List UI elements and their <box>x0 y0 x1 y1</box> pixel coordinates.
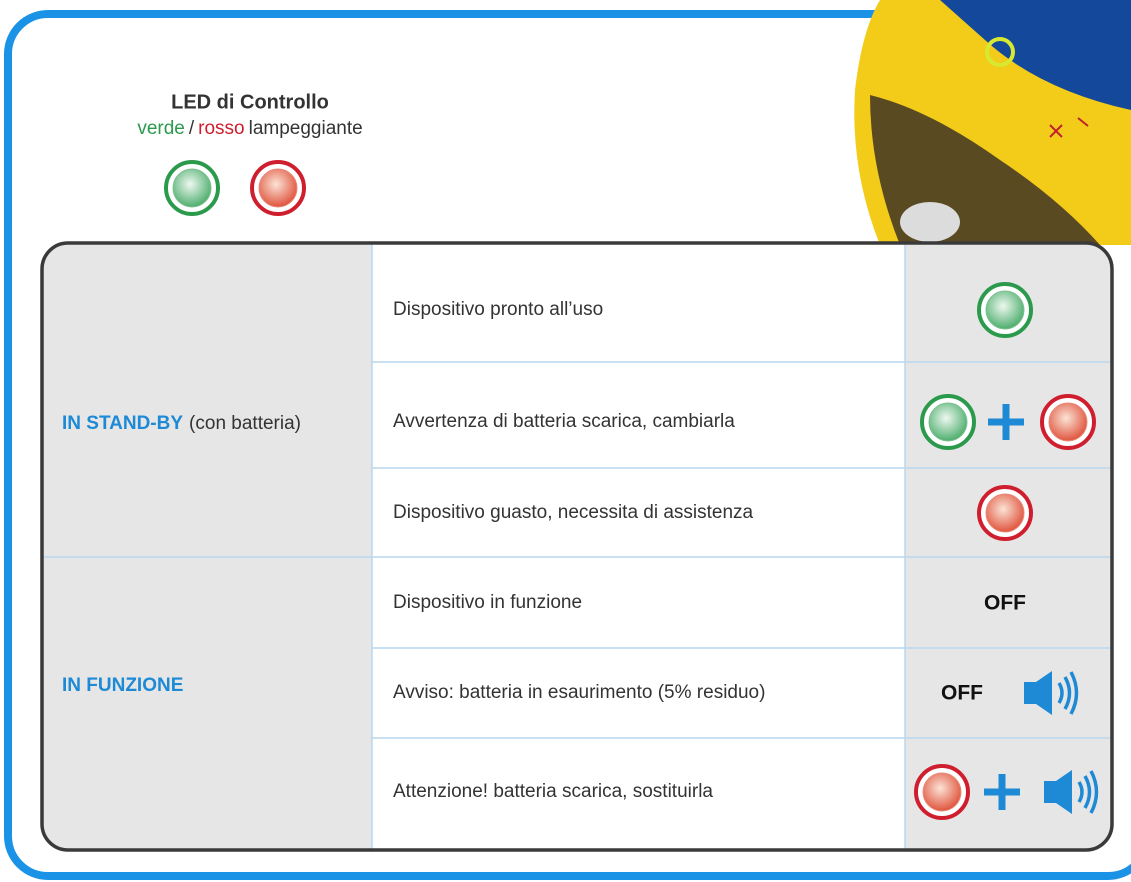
led-green <box>164 160 220 216</box>
row-text: Dispositivo guasto, necessita di assiste… <box>393 502 754 523</box>
plus <box>984 774 1020 810</box>
legend-rest: lampeggiante <box>249 118 363 139</box>
led-green <box>920 394 976 450</box>
title: LED di Controllo <box>171 91 329 113</box>
row-lines <box>42 243 1112 850</box>
plus <box>988 404 1024 440</box>
section-note: (con batteria) <box>189 413 301 434</box>
led-green <box>977 282 1033 338</box>
row-text: Dispositivo in funzione <box>393 592 582 613</box>
led-red <box>977 485 1033 541</box>
section-label: IN STAND-BY (con batteria) <box>62 413 301 434</box>
row-text: Avviso: batteria in esaurimento (5% resi… <box>393 682 765 703</box>
separator: / <box>189 118 195 139</box>
indicator-off: OFF <box>984 592 1026 615</box>
row-text: Avvertenza di batteria scarica, cambiarl… <box>393 411 735 432</box>
subtitle: verde / rosso lampeggiante <box>137 118 362 139</box>
section-label: IN STAND-BY <box>62 413 183 434</box>
device-illustration <box>854 0 1131 245</box>
table: IN STAND-BY (con batteria) IN FUNZIONE Di… <box>40 241 1114 852</box>
outer-frame <box>4 10 1131 880</box>
indicator-off: OFF <box>941 682 983 705</box>
row-text: Dispositivo pronto all’uso <box>393 299 603 320</box>
col-1 <box>42 243 372 850</box>
led-red <box>1040 394 1096 450</box>
section-label: IN FUNZIONE <box>62 675 183 696</box>
legend-green: verde <box>137 118 185 139</box>
table-border <box>40 241 1114 852</box>
row-text: Attenzione! batteria scarica, sostituirl… <box>393 781 713 802</box>
legend-red: rosso <box>198 118 244 139</box>
led-red <box>914 764 970 820</box>
led-red <box>250 160 306 216</box>
